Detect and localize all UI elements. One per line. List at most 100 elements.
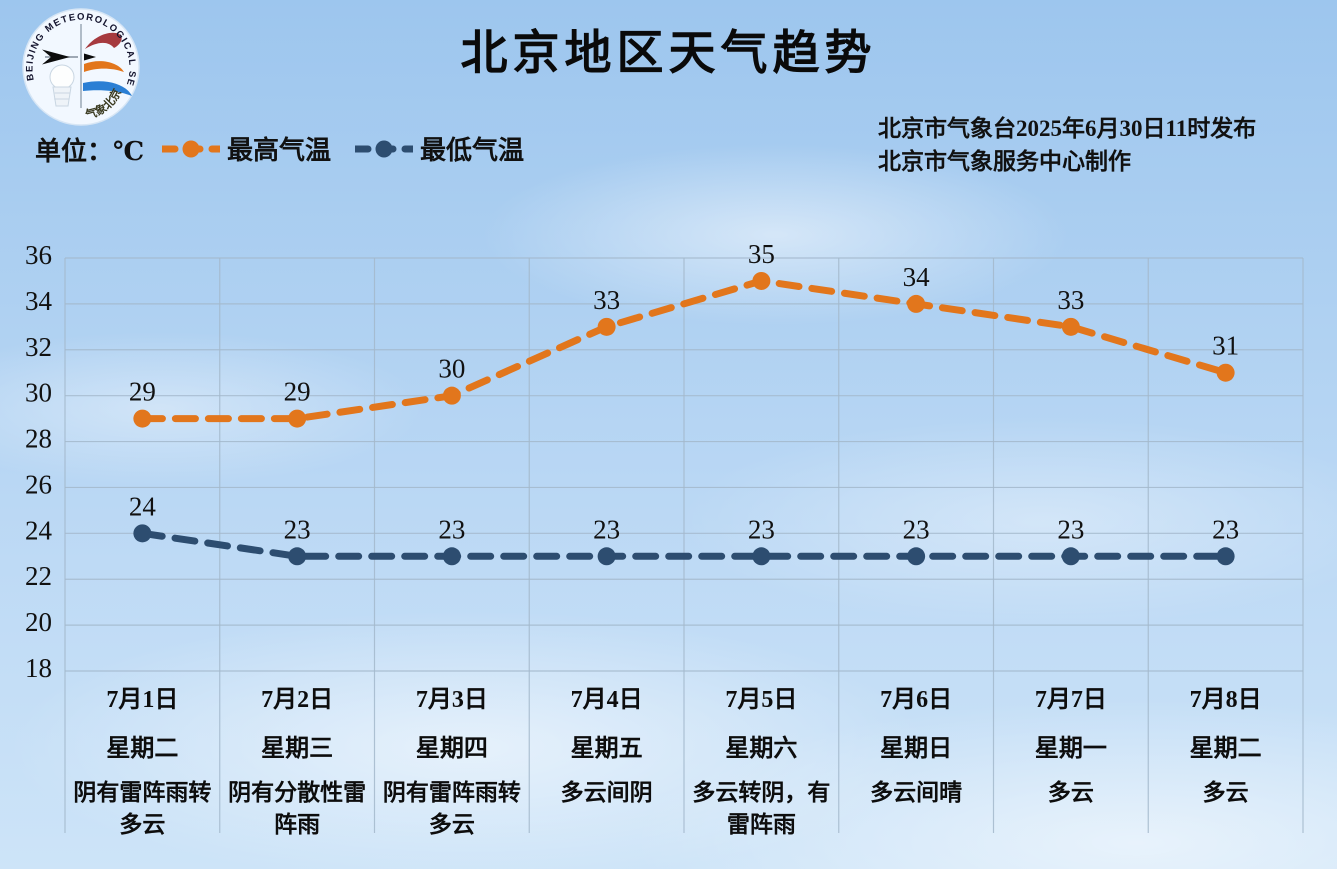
max-temp-value-label: 33 [1057, 285, 1084, 315]
min-temp-value-label: 23 [903, 514, 930, 544]
logo-orange-swoosh [84, 61, 124, 72]
max-temp-value-label: 34 [903, 262, 931, 292]
day-label-date: 7月7日 [1034, 687, 1107, 713]
day-label-weather: 多云间晴 [870, 780, 963, 805]
min-temp-value-label: 23 [284, 514, 311, 544]
logo-wind-arrow-icon [42, 49, 70, 65]
max-temp-point [133, 409, 152, 428]
day-column: 7月2日星期三阴有分散性雷阵雨 [220, 685, 375, 841]
day-label-weekday: 星期一 [1034, 736, 1107, 762]
min-temp-point [288, 547, 307, 566]
min-temp-value-label: 24 [129, 491, 157, 521]
day-label-date: 7月2日 [261, 687, 334, 713]
day-label-weather: 阴有雷阵雨转多云 [73, 780, 212, 837]
day-label-weekday: 星期二 [1189, 736, 1262, 762]
logo-blue-swoosh [83, 81, 132, 96]
min-temp-point [442, 547, 461, 566]
max-temp-point [288, 409, 307, 428]
max-temp-value-label: 29 [284, 377, 311, 407]
max-temp-point [1216, 363, 1235, 382]
day-label-date: 7月5日 [725, 687, 798, 713]
max-temp-value-label: 31 [1212, 331, 1239, 361]
day-label-weekday: 星期五 [570, 736, 643, 762]
min-temp-point [907, 547, 926, 566]
day-label-weekday: 星期六 [725, 736, 798, 762]
min-temp-value-label: 23 [438, 514, 465, 544]
min-temp-point [133, 524, 152, 543]
day-column: 7月3日星期四阴有雷阵雨转多云 [375, 685, 530, 841]
min-temp-point [752, 547, 771, 566]
min-temp-value-label: 23 [593, 514, 620, 544]
day-column: 7月4日星期五多云间阴 [529, 685, 684, 809]
min-temp-point [1061, 547, 1080, 566]
day-label-date: 7月6日 [880, 687, 953, 713]
min-temp-line-swatch-icon [355, 140, 414, 157]
y-axis-tick-label: 34 [25, 286, 53, 316]
min-temp-value-label: 23 [748, 514, 775, 544]
y-axis-tick-label: 18 [25, 653, 52, 683]
min-temp-point [1216, 547, 1235, 566]
day-label-date: 7月1日 [106, 687, 179, 713]
day-label-weekday: 星期三 [261, 736, 334, 762]
max-temp-point [752, 271, 771, 290]
chart-grid [64, 257, 1304, 833]
max-temp-point [442, 386, 461, 405]
day-label-weather: 多云转阴，有雷阵雨 [692, 780, 831, 837]
publish-line-1: 北京市气象台2025年6月30日11时发布 [878, 116, 1257, 141]
y-axis-tick-label: 36 [25, 240, 52, 270]
min-temp-value-label: 23 [1057, 514, 1084, 544]
min-temp-point [597, 547, 616, 566]
legend-item-min-temp: 最低气温 [355, 130, 524, 167]
max-temp-point [907, 294, 926, 313]
day-label-weekday: 星期日 [880, 736, 953, 762]
logo-small-arrow-icon [84, 53, 96, 61]
max-temp-line-swatch-icon [162, 140, 220, 157]
y-axis-labels: 36 34 32 30 28 26 24 22 20 18 [25, 240, 53, 683]
day-label-weekday: 星期四 [415, 736, 488, 762]
beijing-meteorological-service-logo: BEIJING METEOROLOGICAL SERVICE 气象北京 [18, 4, 140, 126]
day-label-weekday: 星期二 [106, 736, 179, 762]
y-axis-tick-label: 28 [25, 424, 52, 454]
max-temp-value-label: 33 [593, 285, 620, 315]
day-label-date: 7月4日 [570, 687, 643, 713]
day-column: 7月6日星期日多云间晴 [839, 685, 994, 809]
logo-radar-tower [52, 86, 72, 107]
publish-info: 北京市气象台2025年6月30日11时发布 北京市气象服务中心制作 [878, 112, 1256, 178]
legend-label-min-temp: 最低气温 [420, 136, 525, 165]
y-axis-tick-label: 26 [25, 469, 52, 499]
unit-label: 单位：℃ [35, 137, 145, 166]
day-column: 7月7日星期一多云 [994, 685, 1149, 809]
legend-item-max-temp: 最高气温 [162, 130, 331, 167]
min-temp-line [138, 529, 1230, 560]
day-column: 7月8日星期二多云 [1148, 685, 1303, 809]
y-axis-tick-label: 22 [25, 561, 52, 591]
day-label-weather: 多云 [1202, 780, 1249, 805]
day-label-date: 7月3日 [415, 687, 488, 713]
day-label-weather: 多云 [1047, 780, 1094, 805]
y-axis-tick-label: 32 [25, 332, 52, 362]
y-axis-tick-label: 30 [25, 378, 52, 408]
day-label-weather: 阴有雷阵雨转多云 [382, 780, 521, 837]
max-temp-value-label: 29 [129, 377, 156, 407]
day-column: 7月1日星期二阴有雷阵雨转多云 [65, 685, 220, 841]
day-label-weather: 阴有分散性雷阵雨 [228, 780, 367, 837]
max-temp-point [597, 317, 616, 336]
legend-label-max-temp: 最高气温 [227, 136, 332, 165]
chart-series: 29 29 30 33 35 34 33 31 24 23 23 23 23 23 23 23 [129, 239, 1239, 566]
publish-line-2: 北京市气象服务中心制作 [878, 149, 1131, 174]
day-column: 7月5日星期六多云转阴，有雷阵雨 [684, 685, 839, 841]
legend: 最高气温 最低气温 [162, 130, 524, 167]
day-label-weather: 多云间阴 [560, 780, 653, 805]
min-temp-value-label: 23 [1212, 514, 1239, 544]
logo-red-swoosh [85, 32, 122, 49]
day-label-date: 7月8日 [1189, 687, 1262, 713]
page-title: 北京地区天气趋势 [460, 28, 877, 80]
max-temp-value-label: 35 [748, 239, 775, 269]
y-axis-tick-label: 24 [25, 515, 53, 545]
y-axis-tick-label: 20 [25, 607, 52, 637]
max-temp-point [1061, 317, 1080, 336]
max-temp-line [138, 277, 1230, 423]
max-temp-value-label: 30 [438, 354, 465, 384]
